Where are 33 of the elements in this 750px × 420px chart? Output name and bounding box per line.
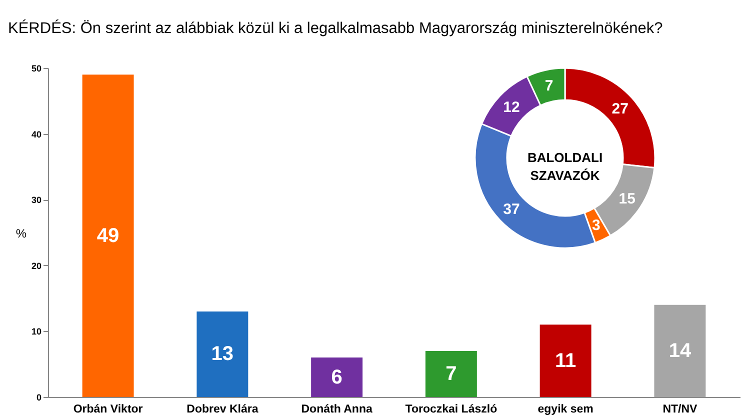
x-tick-label: egyik sem	[538, 404, 594, 416]
data-label: 13	[211, 343, 234, 366]
bar	[425, 350, 477, 397]
data-label: 7	[544, 78, 554, 95]
data-label: 27	[612, 100, 628, 118]
y-tick-label: 0	[36, 392, 42, 402]
data-label: 7	[446, 362, 457, 385]
bar	[311, 358, 363, 397]
bar	[196, 311, 248, 397]
x-tick-label: Dobrev Klára	[186, 404, 259, 416]
data-label: 11	[554, 350, 576, 372]
data-label: 14	[668, 340, 692, 362]
y-tick-label: 30	[31, 195, 42, 206]
data-label: 12	[503, 98, 520, 116]
data-label: 15	[618, 190, 636, 208]
bar	[654, 304, 706, 397]
chart-title: KÉRDÉS: Ön szerint az alábbiak közül ki a legalkalmasabb Magyarország miniszterelnökének?	[8, 20, 663, 38]
x-tick-label: Donáth Anna	[301, 404, 373, 416]
bar	[540, 324, 592, 397]
y-tick-label: 50	[31, 64, 42, 74]
y-tick-label: 20	[31, 260, 42, 271]
x-tick-label: Orbán Viktor	[73, 404, 144, 416]
data-label: 49	[96, 224, 120, 247]
x-tick-label: NT/NV	[662, 404, 698, 416]
data-label: 3	[592, 217, 600, 234]
y-tick-label: 10	[31, 326, 42, 337]
y-axis-title: %	[16, 226, 27, 240]
text: BALOLDALI SZAVAZÓK	[527, 150, 603, 183]
y-tick-label: 40	[31, 129, 42, 140]
data-label: 37	[503, 201, 520, 218]
data-label: 6	[331, 366, 342, 388]
x-tick-label: Toroczkai László	[405, 404, 498, 416]
bar	[82, 74, 134, 397]
